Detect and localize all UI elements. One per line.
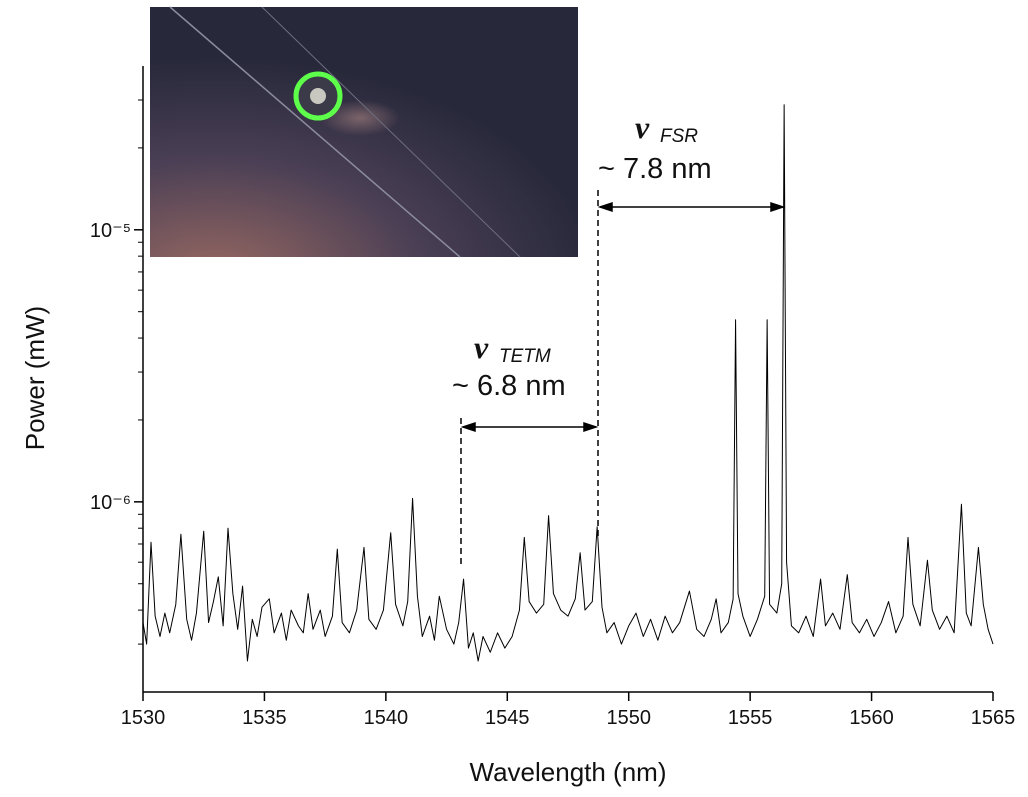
inset-photo (150, 6, 578, 258)
y-tick-label: 10⁻⁵ (90, 220, 131, 242)
x-tick-label: 1560 (849, 707, 894, 729)
photo-haze (320, 100, 400, 136)
arrow-head (597, 201, 786, 213)
x-tick-label: 1550 (606, 707, 651, 729)
arrow-head (460, 421, 599, 433)
x-tick-label: 1565 (971, 707, 1016, 729)
y-tick-label: 10⁻⁶ (90, 492, 131, 514)
annotations (460, 190, 786, 566)
resonator-center (310, 88, 326, 104)
x-tick-label: 1545 (485, 707, 530, 729)
x-tick-label: 1555 (728, 707, 773, 729)
annotation-subscript: FSR (660, 126, 698, 147)
x-tick-label: 1530 (121, 707, 166, 729)
fiber-line (261, 6, 521, 258)
annotation-text: ~ 7.8 nm (598, 153, 712, 185)
x-tick-label: 1535 (242, 707, 287, 729)
x-tick-label: 1540 (364, 707, 409, 729)
y-axis-title: Power (mW) (20, 306, 50, 450)
annotation-text: ~ 6.8 nm (452, 370, 566, 402)
annotation-symbol: ν (474, 329, 489, 365)
annotation-subscript: TETM (499, 346, 551, 367)
spectrum-line (142, 104, 994, 662)
x-axis-title: Wavelength (nm) (470, 757, 667, 787)
fiber-line (169, 6, 461, 258)
annotation-symbol: ν (635, 109, 650, 145)
